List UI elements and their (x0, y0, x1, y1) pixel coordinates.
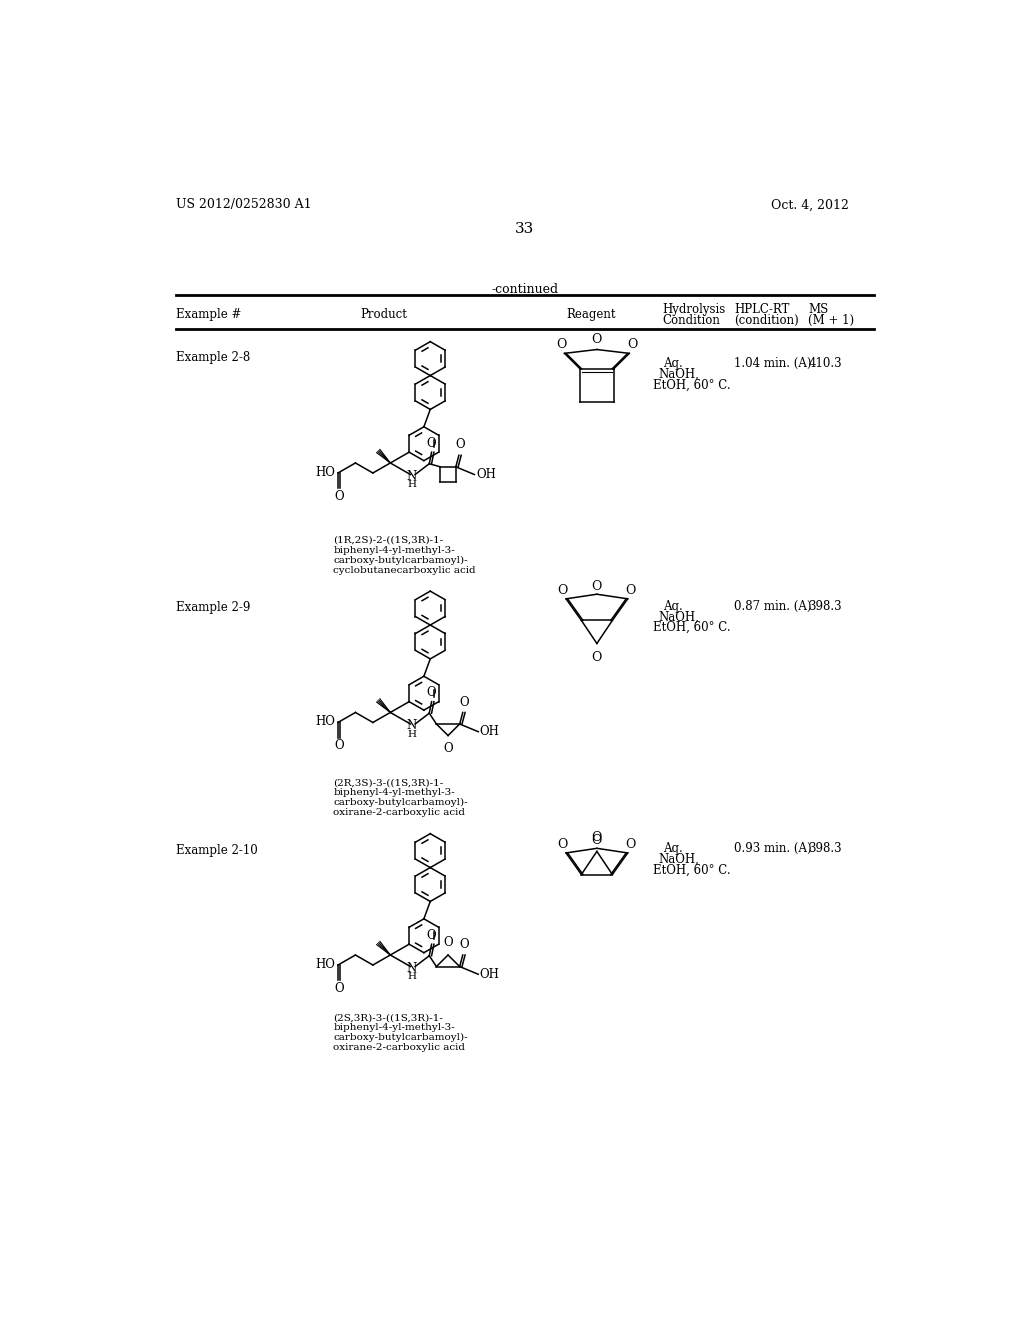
Text: O: O (443, 742, 453, 755)
Text: Condition: Condition (663, 314, 721, 327)
Text: 33: 33 (515, 222, 535, 235)
Text: 0.87 min. (A): 0.87 min. (A) (734, 599, 812, 612)
Text: O: O (443, 936, 453, 949)
Text: N: N (407, 470, 417, 483)
Text: Aq.: Aq. (663, 842, 683, 855)
Text: O: O (426, 437, 435, 450)
Text: OH: OH (480, 725, 500, 738)
Text: US 2012/0252830 A1: US 2012/0252830 A1 (176, 198, 311, 211)
Text: 410.3: 410.3 (809, 358, 842, 370)
Text: HO: HO (315, 715, 335, 729)
Text: O: O (334, 739, 344, 752)
Text: EtOH, 60° C.: EtOH, 60° C. (652, 379, 730, 392)
Text: carboxy-butylcarbamoyl)-: carboxy-butylcarbamoyl)- (334, 556, 468, 565)
Text: O: O (460, 696, 469, 709)
Text: O: O (592, 579, 602, 593)
Text: OH: OH (476, 469, 496, 480)
Text: H: H (408, 972, 417, 981)
Text: (2S,3R)-3-((1S,3R)-1-: (2S,3R)-3-((1S,3R)-1- (334, 1014, 443, 1022)
Text: Aq.: Aq. (663, 358, 683, 370)
Text: oxirane-2-carboxylic acid: oxirane-2-carboxylic acid (334, 808, 465, 817)
Text: N: N (407, 961, 417, 974)
Text: biphenyl-4-yl-methyl-3-: biphenyl-4-yl-methyl-3- (334, 1023, 455, 1032)
Text: O: O (626, 585, 636, 598)
Text: cyclobutanecarboxylic acid: cyclobutanecarboxylic acid (334, 566, 476, 574)
Text: Product: Product (360, 308, 408, 321)
Text: carboxy-butylcarbamoyl)-: carboxy-butylcarbamoyl)- (334, 1034, 468, 1043)
Text: O: O (556, 338, 566, 351)
Text: carboxy-butylcarbamoyl)-: carboxy-butylcarbamoyl)- (334, 799, 468, 808)
Text: O: O (592, 830, 602, 843)
Text: O: O (626, 838, 636, 851)
Text: H: H (408, 730, 417, 738)
Text: O: O (558, 585, 568, 598)
Text: NaOH,: NaOH, (658, 368, 699, 381)
Text: O: O (426, 686, 435, 700)
Text: NaOH,: NaOH, (658, 853, 699, 866)
Text: Hydrolysis: Hydrolysis (663, 304, 726, 317)
Text: 398.3: 398.3 (809, 842, 842, 855)
Text: EtOH, 60° C.: EtOH, 60° C. (652, 622, 730, 634)
Text: HO: HO (315, 958, 335, 970)
Text: Example 2-9: Example 2-9 (176, 601, 251, 614)
Text: MS: MS (809, 304, 828, 317)
Text: (1R,2S)-2-((1S,3R)-1-: (1R,2S)-2-((1S,3R)-1- (334, 536, 443, 545)
Text: Example 2-8: Example 2-8 (176, 351, 250, 364)
Text: O: O (592, 651, 602, 664)
Text: biphenyl-4-yl-methyl-3-: biphenyl-4-yl-methyl-3- (334, 788, 455, 797)
Text: O: O (558, 838, 568, 851)
Text: Aq.: Aq. (663, 599, 683, 612)
Text: NaOH,: NaOH, (658, 610, 699, 623)
Text: OH: OH (480, 968, 500, 981)
Text: O: O (460, 939, 469, 952)
Text: Reagent: Reagent (566, 308, 615, 321)
Text: 0.93 min. (A): 0.93 min. (A) (734, 842, 812, 855)
Text: O: O (592, 834, 602, 847)
Text: O: O (592, 334, 602, 346)
Text: O: O (456, 438, 465, 451)
Text: O: O (334, 490, 344, 503)
Text: (M + 1): (M + 1) (809, 314, 855, 327)
Text: (2R,3S)-3-((1S,3R)-1-: (2R,3S)-3-((1S,3R)-1- (334, 779, 443, 787)
Text: EtOH, 60° C.: EtOH, 60° C. (652, 863, 730, 876)
Text: -continued: -continued (492, 284, 558, 296)
Text: O: O (627, 338, 638, 351)
Text: Example #: Example # (176, 308, 242, 321)
Text: (condition): (condition) (734, 314, 799, 327)
Text: Oct. 4, 2012: Oct. 4, 2012 (771, 198, 849, 211)
Text: HO: HO (315, 466, 335, 479)
Text: 398.3: 398.3 (809, 599, 842, 612)
Text: O: O (334, 982, 344, 995)
Text: HPLC-RT: HPLC-RT (734, 304, 790, 317)
Text: 1.04 min. (A): 1.04 min. (A) (734, 358, 812, 370)
Text: Example 2-10: Example 2-10 (176, 843, 258, 857)
Text: O: O (426, 929, 435, 942)
Text: biphenyl-4-yl-methyl-3-: biphenyl-4-yl-methyl-3- (334, 545, 455, 554)
Text: oxirane-2-carboxylic acid: oxirane-2-carboxylic acid (334, 1043, 465, 1052)
Text: H: H (408, 480, 417, 488)
Text: N: N (407, 719, 417, 733)
